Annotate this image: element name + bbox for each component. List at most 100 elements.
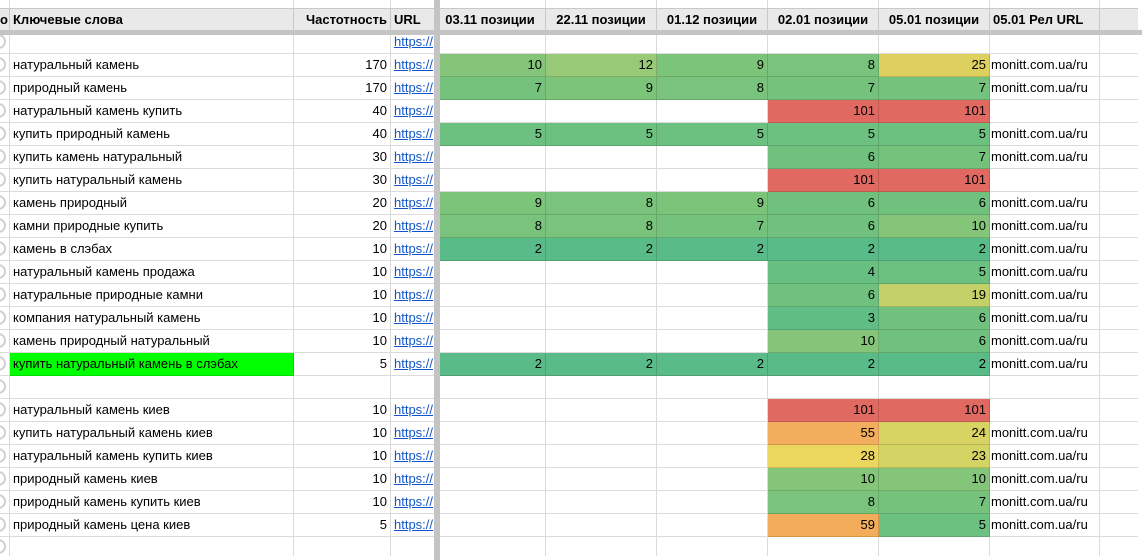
rel-url-cell[interactable] [990, 376, 1100, 399]
position-cell-5[interactable]: 101 [879, 100, 990, 123]
position-cell-1[interactable] [435, 31, 546, 54]
empty-cell[interactable] [1100, 468, 1138, 491]
position-cell-2[interactable]: 5 [546, 123, 657, 146]
url-link[interactable]: https:// [394, 471, 434, 486]
position-cell-2[interactable] [546, 491, 657, 514]
empty-cell[interactable] [1100, 238, 1138, 261]
position-cell-5[interactable]: 7 [879, 77, 990, 100]
url-cell[interactable]: https:// [391, 54, 435, 77]
url-cell[interactable]: https:// [391, 100, 435, 123]
empty-cell[interactable] [1100, 330, 1138, 353]
position-cell-1[interactable]: 7 [435, 77, 546, 100]
url-link[interactable]: https:// [394, 356, 434, 371]
frequency-cell[interactable]: 10 [294, 491, 391, 514]
keyword-cell[interactable]: камень в слэбах [10, 238, 294, 261]
position-cell-2[interactable]: 2 [546, 353, 657, 376]
position-cell-2[interactable] [546, 514, 657, 537]
position-cell-4[interactable]: 10 [768, 468, 879, 491]
url-link[interactable]: https:// [394, 149, 434, 164]
url-cell[interactable] [391, 537, 435, 556]
position-cell-4[interactable]: 10 [768, 330, 879, 353]
rel-url-cell[interactable]: monitt.com.ua/ru [990, 491, 1100, 514]
position-cell-5[interactable]: 25 [879, 54, 990, 77]
keyword-cell[interactable]: природный камень купить киев [10, 491, 294, 514]
header-cell-pos4[interactable]: 02.01 позиции [768, 8, 879, 31]
empty-cell[interactable] [1100, 376, 1138, 399]
url-link[interactable]: https:// [394, 218, 434, 233]
position-cell-5[interactable]: 101 [879, 399, 990, 422]
position-cell-3[interactable] [657, 330, 768, 353]
position-cell-3[interactable] [657, 376, 768, 399]
empty-cell[interactable] [1100, 284, 1138, 307]
frequency-cell[interactable]: 20 [294, 215, 391, 238]
url-link[interactable]: https:// [394, 80, 434, 95]
url-link[interactable]: https:// [394, 34, 434, 49]
frequency-cell[interactable]: 30 [294, 169, 391, 192]
rel-url-cell[interactable]: monitt.com.ua/ru [990, 146, 1100, 169]
position-cell-1[interactable]: 5 [435, 123, 546, 146]
header-cell-url[interactable]: URL [391, 8, 435, 31]
empty-cell[interactable] [1100, 123, 1138, 146]
position-cell-4[interactable]: 4 [768, 261, 879, 284]
position-cell-4[interactable] [768, 31, 879, 54]
position-cell-3[interactable] [657, 169, 768, 192]
position-cell-1[interactable] [435, 169, 546, 192]
position-cell-5[interactable] [879, 376, 990, 399]
keyword-cell[interactable]: природный камень цена киев [10, 514, 294, 537]
keyword-cell[interactable]: камень природный натуральный [10, 330, 294, 353]
url-link[interactable]: https:// [394, 448, 434, 463]
position-cell-3[interactable]: 2 [657, 353, 768, 376]
position-cell-1[interactable] [435, 445, 546, 468]
position-cell-4[interactable]: 6 [768, 215, 879, 238]
position-cell-5[interactable]: 5 [879, 123, 990, 146]
position-cell-5[interactable]: 6 [879, 307, 990, 330]
frequency-cell[interactable]: 10 [294, 399, 391, 422]
position-cell-3[interactable] [657, 100, 768, 123]
position-cell-5[interactable]: 10 [879, 468, 990, 491]
header-cell-keyword[interactable]: Ключевые слова [10, 8, 294, 31]
rel-url-cell[interactable]: monitt.com.ua/ru [990, 445, 1100, 468]
position-cell-1[interactable] [435, 261, 546, 284]
keyword-cell[interactable]: натуральный камень киев [10, 399, 294, 422]
position-cell-1[interactable]: 2 [435, 353, 546, 376]
position-cell-1[interactable] [435, 399, 546, 422]
frequency-cell[interactable]: 40 [294, 100, 391, 123]
position-cell-4[interactable] [768, 376, 879, 399]
header-cell-freq[interactable]: Частотность [294, 8, 391, 31]
url-cell[interactable]: https:// [391, 215, 435, 238]
position-cell-1[interactable]: 2 [435, 238, 546, 261]
frequency-cell[interactable]: 170 [294, 54, 391, 77]
rel-url-cell[interactable] [990, 169, 1100, 192]
url-link[interactable]: https:// [394, 517, 434, 532]
position-cell-5[interactable] [879, 31, 990, 54]
position-cell-3[interactable] [657, 146, 768, 169]
keyword-cell[interactable]: натуральный камень купить [10, 100, 294, 123]
rel-url-cell[interactable]: monitt.com.ua/ru [990, 77, 1100, 100]
url-link[interactable]: https:// [394, 402, 434, 417]
frequency-cell[interactable]: 20 [294, 192, 391, 215]
header-cell-pos2[interactable]: 22.11 позиции [546, 8, 657, 31]
position-cell-4[interactable] [768, 537, 879, 556]
rel-url-cell[interactable]: monitt.com.ua/ru [990, 422, 1100, 445]
position-cell-2[interactable] [546, 330, 657, 353]
keyword-cell[interactable]: натуральный камень [10, 54, 294, 77]
position-cell-2[interactable] [546, 307, 657, 330]
position-cell-5[interactable]: 5 [879, 261, 990, 284]
frequency-cell[interactable]: 10 [294, 330, 391, 353]
position-cell-2[interactable] [546, 399, 657, 422]
position-cell-5[interactable]: 101 [879, 169, 990, 192]
keyword-cell[interactable]: природный камень киев [10, 468, 294, 491]
position-cell-3[interactable]: 2 [657, 238, 768, 261]
frequency-cell[interactable]: 10 [294, 238, 391, 261]
frequency-cell[interactable]: 5 [294, 353, 391, 376]
rel-url-cell[interactable]: monitt.com.ua/ru [990, 514, 1100, 537]
rel-url-cell[interactable]: monitt.com.ua/ru [990, 238, 1100, 261]
position-cell-2[interactable] [546, 169, 657, 192]
keyword-cell[interactable]: натуральный камень купить киев [10, 445, 294, 468]
position-cell-4[interactable]: 6 [768, 192, 879, 215]
position-cell-4[interactable]: 101 [768, 399, 879, 422]
url-cell[interactable]: https:// [391, 491, 435, 514]
rel-url-cell[interactable]: monitt.com.ua/ru [990, 353, 1100, 376]
empty-cell[interactable] [1100, 353, 1138, 376]
rel-url-cell[interactable]: monitt.com.ua/ru [990, 261, 1100, 284]
